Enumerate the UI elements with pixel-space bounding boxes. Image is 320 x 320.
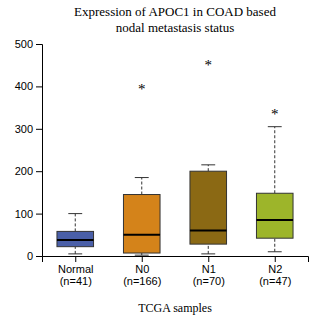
tick: N2(n=47) xyxy=(259,256,291,287)
tick-mark xyxy=(142,256,143,262)
tick-label: 400 xyxy=(15,80,33,92)
cap-upper xyxy=(268,126,282,127)
cap-lower xyxy=(268,251,282,252)
whisker-upper xyxy=(208,165,209,171)
tick-mark xyxy=(36,214,42,215)
tick-label: N0(n=166) xyxy=(123,263,161,288)
tick: 500 xyxy=(15,38,42,50)
box-body xyxy=(190,171,227,244)
tick-label: 0 xyxy=(27,250,33,262)
box xyxy=(256,127,293,252)
tick: 100 xyxy=(15,208,42,220)
y-axis: 0 100 200 300 400 500 xyxy=(15,38,43,262)
x-axis: Normal(n=41) N0(n=166) N1(n=70) N2(n=47) xyxy=(43,256,309,287)
tick: 0 xyxy=(27,250,42,262)
whisker-lower xyxy=(75,247,76,254)
tick: 400 xyxy=(15,80,42,92)
tick: 300 xyxy=(15,123,42,135)
whisker-lower xyxy=(208,244,209,254)
whisker-upper xyxy=(141,178,142,195)
tick: Normal(n=41) xyxy=(58,256,93,287)
tick-label: N1(n=70) xyxy=(193,263,225,288)
tick-mark xyxy=(36,129,42,130)
tick: N0(n=166) xyxy=(123,256,161,287)
whisker-upper xyxy=(75,214,76,232)
tick-label: 300 xyxy=(15,123,33,135)
box xyxy=(57,214,94,254)
axis-line xyxy=(43,257,309,263)
box xyxy=(123,178,160,256)
box xyxy=(190,165,227,254)
tick-label: 100 xyxy=(15,208,33,220)
annotation: * xyxy=(271,106,279,122)
tick-mark xyxy=(208,256,209,262)
tick: N1(n=70) xyxy=(193,256,225,287)
x-axis-title: TCGA samples xyxy=(138,301,212,315)
box-body xyxy=(57,231,94,246)
median xyxy=(57,239,94,241)
background xyxy=(0,0,320,320)
tick-mark xyxy=(36,171,42,172)
annotation: * xyxy=(138,81,146,97)
tick-label: 500 xyxy=(15,38,33,50)
tick-mark xyxy=(36,86,42,87)
chart: * * * 0 100 200 300 400 500 Normal(n=41) N0(n=166)… xyxy=(0,0,320,320)
cap-upper xyxy=(201,164,215,165)
tick-label: Normal(n=41) xyxy=(58,263,93,288)
axis-line xyxy=(36,45,43,257)
tick-label: 200 xyxy=(15,165,33,177)
annotation: * xyxy=(205,57,213,73)
tick-mark xyxy=(36,256,42,257)
marks xyxy=(57,127,293,255)
tick-label: N2(n=47) xyxy=(259,263,291,288)
median xyxy=(190,230,227,232)
tick-mark xyxy=(36,44,42,45)
tick-mark xyxy=(275,256,276,262)
annotations: * * * xyxy=(138,57,279,122)
median xyxy=(123,234,160,236)
cap-lower xyxy=(68,253,82,254)
cap-upper xyxy=(68,213,82,214)
whisker-lower xyxy=(274,238,275,252)
whisker-upper xyxy=(274,127,275,194)
title: Expression of APOC1 in COAD basednodal m… xyxy=(74,4,276,35)
tick-mark xyxy=(75,256,76,262)
median xyxy=(256,219,293,221)
box-body xyxy=(123,195,160,254)
cap-upper xyxy=(135,177,149,178)
plot: * * * 0 100 200 300 400 500 Normal(n=41) N0(n=166)… xyxy=(15,38,309,287)
box-body xyxy=(256,193,293,238)
cap-lower xyxy=(135,255,149,256)
cap-lower xyxy=(201,253,215,254)
tick: 200 xyxy=(15,165,42,177)
